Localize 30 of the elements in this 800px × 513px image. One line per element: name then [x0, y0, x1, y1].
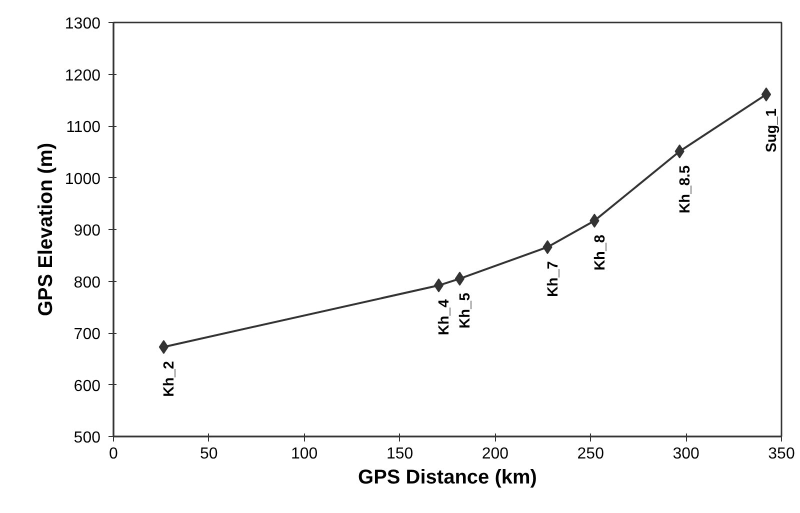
x-axis-title: GPS Distance (km) — [358, 466, 537, 488]
x-tick-label: 200 — [482, 446, 509, 462]
y-tick-label: 800 — [74, 274, 101, 292]
x-tick-label: 300 — [672, 446, 700, 462]
x-tick-label: 0 — [109, 446, 118, 462]
y-tick-label: 1300 — [64, 16, 101, 32]
y-tick-label: 1000 — [64, 170, 101, 188]
y-tick-label: 1100 — [66, 119, 101, 136]
point — [158, 340, 169, 354]
annotation: Kh_5 — [458, 292, 474, 328]
annotation: Sug_1 — [764, 108, 780, 152]
point — [454, 272, 465, 286]
y-tick-label: 700 — [74, 326, 101, 343]
x-tick-label: 350 — [768, 446, 795, 462]
annotation: Kh_8 — [592, 234, 608, 271]
y-tick-label: 900 — [74, 222, 101, 240]
annotation: Kh_4 — [436, 298, 453, 336]
y-tick-label: 600 — [74, 378, 101, 395]
x-tick-label: 100 — [291, 446, 318, 462]
annotation: Kh_2 — [162, 360, 178, 397]
y-tick-label: 1200 — [64, 67, 101, 84]
point — [434, 278, 444, 292]
annotation: Kh_8.5 — [678, 165, 694, 214]
x-tick-label: 150 — [386, 446, 414, 462]
x-tick-label: 50 — [200, 446, 218, 462]
annotation: Kh_7 — [546, 261, 562, 297]
point — [761, 87, 772, 102]
y-tick-label: 500 — [74, 430, 101, 446]
x-tick-label: 250 — [577, 446, 604, 462]
y-axis-title: GPS Elevation (m) — [34, 142, 57, 316]
